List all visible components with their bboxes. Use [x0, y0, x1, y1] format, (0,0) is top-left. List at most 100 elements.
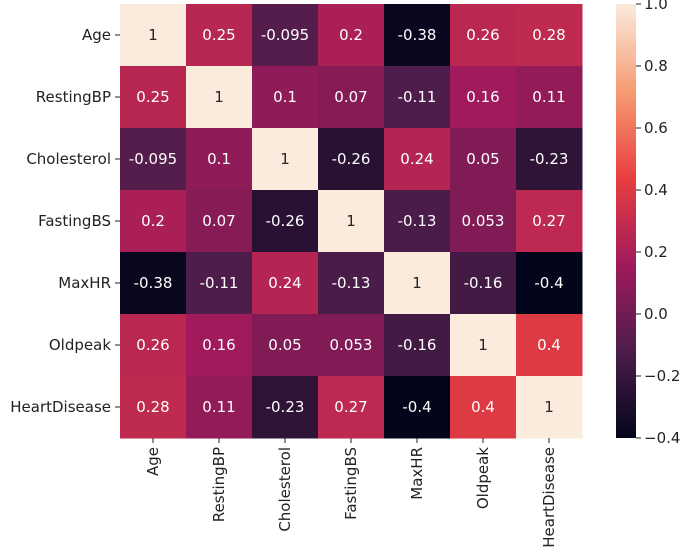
cell-value-label: 0.16	[202, 336, 235, 354]
cell-value-label: 0.24	[268, 274, 301, 292]
heatmap-cell	[318, 66, 385, 129]
y-tick-label: Cholesterol	[26, 150, 111, 168]
heatmap-cell	[516, 314, 583, 377]
cell-value-label: -0.11	[200, 274, 239, 292]
heatmap-cell	[516, 128, 583, 191]
cell-value-label: 0.26	[136, 336, 169, 354]
cell-value-label: 0.07	[334, 88, 367, 106]
cell-value-label: -0.13	[398, 212, 437, 230]
heatmap-cell	[450, 4, 517, 67]
cell-value-label: 0.1	[273, 88, 297, 106]
cell-value-label: -0.16	[398, 336, 437, 354]
y-tick-label: Age	[82, 26, 111, 44]
heatmap-cell	[186, 376, 253, 439]
cell-value-label: 0.11	[532, 88, 565, 106]
heatmap-cell	[384, 190, 451, 253]
heatmap-cell	[384, 376, 451, 439]
cell-value-label: 0.05	[268, 336, 301, 354]
cell-value-label: -0.095	[129, 150, 177, 168]
cell-value-label: 1	[214, 88, 224, 106]
cell-value-label: 0.28	[532, 26, 565, 44]
y-axis: Age RestingBP Cholesterol FastingBS MaxHR Old…	[10, 26, 120, 416]
x-tick-label: Oldpeak	[474, 447, 492, 509]
cell-value-label: 1	[544, 398, 554, 416]
heatmap-cell	[252, 252, 319, 315]
x-axis: Age RestingBP Cholesterol FastingBS MaxHR Old…	[144, 438, 558, 548]
cell-value-label: 0.28	[136, 398, 169, 416]
cell-value-label: 0.25	[202, 26, 235, 44]
heatmap-cell	[252, 190, 319, 253]
heatmap-cell	[384, 128, 451, 191]
x-tick-label: HeartDisease	[540, 447, 558, 548]
cell-value-label: 0.07	[202, 212, 235, 230]
cell-value-label: -0.4	[402, 398, 431, 416]
heatmap-cell	[318, 190, 385, 253]
cell-value-label: 0.26	[466, 26, 499, 44]
y-tick-label: HeartDisease	[10, 398, 111, 416]
cell-value-label: -0.11	[398, 88, 437, 106]
cell-value-label: 0.053	[330, 336, 373, 354]
colorbar-axis: 1.0 0.8 0.6 0.4 0.2 0.0 −0.2 −0.4	[636, 0, 680, 447]
cell-value-label: -0.13	[332, 274, 371, 292]
heatmap-cell	[120, 4, 187, 67]
colorbar-tick-label: 0.8	[644, 57, 668, 75]
cell-value-label: 0.27	[532, 212, 565, 230]
cell-value-label: -0.38	[134, 274, 173, 292]
cell-value-label: -0.16	[464, 274, 503, 292]
x-tick-label: MaxHR	[408, 447, 426, 500]
x-tick-label: RestingBP	[210, 447, 228, 522]
heatmap-cell	[120, 128, 187, 191]
heatmap-cell	[120, 376, 187, 439]
cell-value-label: -0.38	[398, 26, 437, 44]
cell-value-label: 0.11	[202, 398, 235, 416]
heatmap-cell	[120, 190, 187, 253]
x-tick-label: Age	[144, 447, 162, 476]
heatmap-cell	[252, 376, 319, 439]
heatmap-cell	[186, 4, 253, 67]
colorbar	[616, 4, 636, 438]
cell-value-label: 0.05	[466, 150, 499, 168]
cell-value-label: 1	[148, 26, 158, 44]
heatmap-cell	[252, 314, 319, 377]
heatmap-cell	[318, 314, 385, 377]
colorbar-tick-label: −0.4	[644, 429, 680, 447]
heatmap-cell	[384, 314, 451, 377]
heatmap-cell	[318, 4, 385, 67]
heatmap-cell	[252, 4, 319, 67]
cell-value-label: 1	[412, 274, 422, 292]
heatmap-cell	[186, 314, 253, 377]
heatmap-cell	[516, 66, 583, 129]
cell-value-label: 0.2	[141, 212, 165, 230]
heatmap-cell	[516, 4, 583, 67]
cell-value-label: -0.23	[266, 398, 305, 416]
cell-value-label: 1	[346, 212, 356, 230]
cell-value-label: 0.24	[400, 150, 433, 168]
colorbar-tick-label: 0.6	[644, 119, 668, 137]
cell-value-label: -0.4	[534, 274, 563, 292]
cell-value-label: -0.26	[266, 212, 305, 230]
cell-value-label: 1	[280, 150, 290, 168]
cell-value-label: 0.4	[537, 336, 561, 354]
heatmap-annotations: 1 0.25 -0.095 0.2 -0.38 0.26 0.28 0.25 1 0.1 0.07 -…	[129, 26, 569, 416]
heatmap-cell	[384, 4, 451, 67]
colorbar-tick-label: 0.0	[644, 305, 668, 323]
heatmap-cell	[186, 66, 253, 129]
heatmap-cell	[384, 66, 451, 129]
heatmap-cell	[450, 66, 517, 129]
cell-value-label: 0.053	[462, 212, 505, 230]
heatmap-cells	[120, 4, 583, 439]
heatmap-cell	[186, 252, 253, 315]
colorbar-tick-label: 0.4	[644, 181, 668, 199]
y-tick-label: Oldpeak	[49, 336, 111, 354]
heatmap-cell	[450, 314, 517, 377]
heatmap-cell	[186, 128, 253, 191]
heatmap-cell	[252, 66, 319, 129]
cell-value-label: -0.26	[332, 150, 371, 168]
heatmap-cell	[450, 252, 517, 315]
cell-value-label: -0.095	[261, 26, 309, 44]
heatmap-cell	[120, 66, 187, 129]
heatmap-cell	[450, 128, 517, 191]
cell-value-label: -0.23	[530, 150, 569, 168]
x-tick-label: FastingBS	[342, 447, 360, 520]
